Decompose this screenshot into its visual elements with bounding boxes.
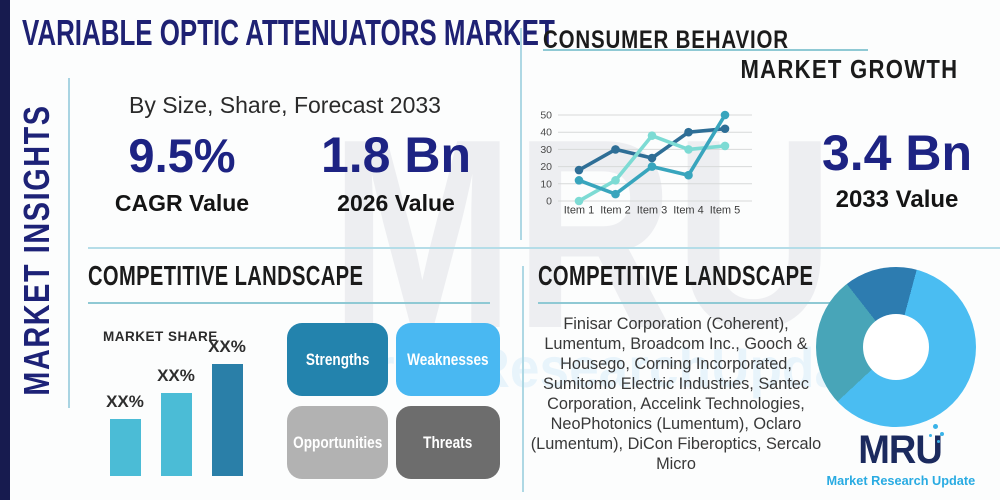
stat-2026-value: 1.8 Bn: [320, 127, 472, 183]
divider-vertical-top: [520, 28, 522, 240]
stat-2026-label: 2026 Value: [337, 190, 455, 216]
subtitle: By Size, Share, Forecast 2033: [129, 92, 441, 118]
svg-text:30: 30: [540, 144, 552, 156]
left-edge-bar: [0, 0, 10, 500]
logo-tagline: Market Research Update: [826, 473, 976, 488]
stat-2033-value: 3.4 Bn: [821, 125, 973, 181]
svg-text:Item 5: Item 5: [710, 205, 741, 217]
competitive-right-underline: [538, 302, 872, 304]
section-heading-competitive-left: COMPETITIVE LANDSCAPE: [88, 260, 364, 291]
swot-label-weaknesses: Weaknesses: [407, 349, 489, 369]
market-share-bar: [212, 364, 243, 476]
swot-box-opportunities: Opportunities: [287, 406, 388, 479]
swot-box-threats: Threats: [396, 406, 500, 479]
logo-splash-dot: [929, 434, 932, 437]
svg-text:50: 50: [540, 110, 552, 122]
logo-splash-dot: [937, 440, 940, 443]
sidebar-vertical-label: MARKET INSIGHTS: [16, 104, 57, 396]
svg-text:0: 0: [546, 196, 552, 208]
swot-box-weaknesses: Weaknesses: [396, 323, 500, 396]
svg-text:40: 40: [540, 127, 552, 139]
page-title: VARIABLE OPTIC ATTENUATORS MARKET: [22, 12, 555, 53]
market-share-bar-chart: XX% XX% XX%: [85, 325, 260, 476]
divider-horizontal: [88, 247, 1000, 249]
divider-vertical-bottom: [522, 266, 524, 492]
market-share-bar: [110, 419, 141, 476]
market-share-bar-value: XX%: [157, 366, 195, 385]
donut-hole: [863, 314, 929, 380]
swot-grid: Strengths Weaknesses Opportunities Threa…: [287, 323, 500, 479]
swot-label-opportunities: Opportunities: [292, 432, 383, 452]
svg-text:Item 4: Item 4: [673, 205, 704, 217]
consumer-behavior-underline: [543, 49, 868, 51]
svg-text:20: 20: [540, 161, 552, 173]
logo-splash-dot: [940, 432, 944, 436]
swot-label-strengths: Strengths: [305, 349, 370, 369]
stat-2033-label: 2033 Value: [835, 186, 959, 213]
section-heading-competitive-right: COMPETITIVE LANDSCAPE: [538, 260, 814, 291]
market-growth-line-chart: 0 10 20 30 40 50 Item 1 Item 2 Item 3 Item 4 Item …: [540, 110, 752, 217]
stat-cagr-label: CAGR Value: [114, 190, 250, 216]
mru-logo: MRU Market Research Update: [825, 424, 976, 490]
svg-text:10: 10: [540, 178, 552, 190]
stat-cagr-value: 9.5%: [128, 129, 236, 182]
svg-text:Item 1: Item 1: [564, 205, 595, 217]
market-share-label: MARKET SHARE: [103, 329, 218, 344]
logo-splash-dot: [933, 424, 938, 429]
competitive-left-underline: [88, 302, 490, 304]
section-heading-market-growth: MARKET GROWTH: [740, 54, 958, 84]
sidebar-divider-line: [68, 78, 70, 408]
market-share-bar-value: XX%: [208, 337, 246, 356]
logo-name: MRU: [858, 428, 943, 472]
market-donut-chart: [816, 267, 976, 427]
market-share-bar-value: XX%: [106, 392, 144, 411]
svg-text:Item 2: Item 2: [600, 205, 631, 217]
market-share-bar: [161, 393, 192, 476]
swot-box-strengths: Strengths: [287, 323, 388, 396]
swot-label-threats: Threats: [423, 432, 473, 452]
svg-text:Item 3: Item 3: [637, 205, 668, 217]
companies-text: Finisar Corporation (Coherent), Lumentum…: [530, 315, 822, 473]
